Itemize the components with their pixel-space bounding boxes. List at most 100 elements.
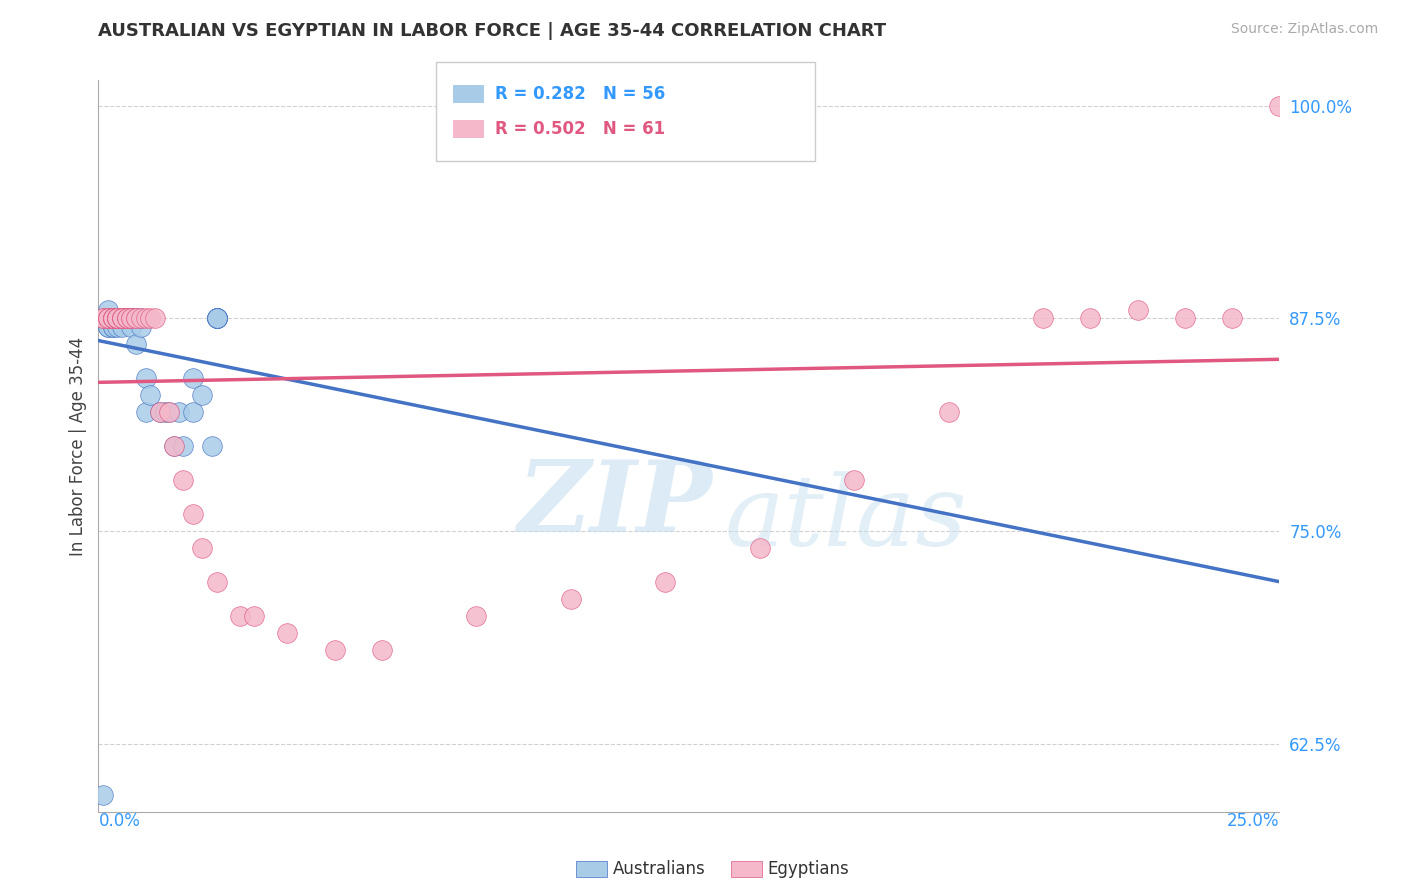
Point bbox=[115, 311, 138, 326]
Y-axis label: In Labor Force | Age 35-44: In Labor Force | Age 35-44 bbox=[69, 336, 87, 556]
Point bbox=[111, 311, 134, 326]
Point bbox=[101, 311, 124, 326]
Point bbox=[97, 311, 120, 326]
Point bbox=[105, 311, 128, 326]
Point bbox=[135, 311, 157, 326]
Point bbox=[1032, 311, 1054, 326]
Point bbox=[105, 311, 128, 326]
Point bbox=[205, 311, 228, 326]
Point bbox=[1268, 99, 1291, 113]
Point bbox=[143, 311, 166, 326]
Point bbox=[129, 311, 152, 326]
Text: 0.0%: 0.0% bbox=[98, 812, 141, 830]
Point bbox=[105, 311, 128, 326]
Point bbox=[101, 311, 124, 326]
Point bbox=[105, 311, 128, 326]
Point bbox=[115, 311, 138, 326]
Point bbox=[125, 311, 148, 326]
Point bbox=[1080, 311, 1102, 326]
Point bbox=[105, 311, 128, 326]
Point bbox=[205, 311, 228, 326]
Point bbox=[97, 302, 120, 317]
Point bbox=[205, 311, 228, 326]
Point bbox=[139, 388, 162, 402]
Point bbox=[938, 405, 960, 419]
Text: Source: ZipAtlas.com: Source: ZipAtlas.com bbox=[1230, 22, 1378, 37]
Point bbox=[191, 388, 214, 402]
Point bbox=[115, 311, 138, 326]
Text: R = 0.502   N = 61: R = 0.502 N = 61 bbox=[495, 120, 665, 138]
Point bbox=[153, 405, 176, 419]
Point bbox=[101, 311, 124, 326]
Point bbox=[105, 311, 128, 326]
Point bbox=[111, 311, 134, 326]
Point bbox=[654, 575, 676, 590]
Point bbox=[135, 405, 157, 419]
Point bbox=[205, 311, 228, 326]
Point bbox=[125, 311, 148, 326]
Point bbox=[371, 643, 394, 657]
Point bbox=[101, 311, 124, 326]
Point bbox=[97, 311, 120, 326]
Point bbox=[181, 405, 204, 419]
Point bbox=[172, 439, 194, 453]
Point bbox=[105, 311, 128, 326]
Point bbox=[243, 609, 266, 624]
Point bbox=[205, 311, 228, 326]
Point bbox=[97, 311, 120, 326]
Point bbox=[97, 311, 120, 326]
Point bbox=[129, 311, 152, 326]
Point bbox=[121, 311, 143, 326]
Point bbox=[276, 626, 298, 640]
Text: R = 0.282   N = 56: R = 0.282 N = 56 bbox=[495, 85, 665, 103]
Point bbox=[105, 311, 128, 326]
Point bbox=[101, 320, 124, 334]
Point bbox=[111, 320, 134, 334]
Point bbox=[191, 541, 214, 555]
Point bbox=[91, 311, 114, 326]
Point bbox=[157, 405, 180, 419]
Point bbox=[157, 405, 180, 419]
Point bbox=[125, 337, 148, 351]
Point bbox=[115, 311, 138, 326]
Text: Australians: Australians bbox=[613, 860, 706, 878]
Point bbox=[121, 311, 143, 326]
Point bbox=[105, 311, 128, 326]
Point bbox=[105, 311, 128, 326]
Point bbox=[748, 541, 770, 555]
Point bbox=[1126, 302, 1149, 317]
Point bbox=[105, 311, 128, 326]
Point bbox=[111, 311, 134, 326]
Point bbox=[465, 609, 488, 624]
Point bbox=[101, 311, 124, 326]
Point bbox=[181, 371, 204, 385]
Point bbox=[115, 311, 138, 326]
Point bbox=[135, 371, 157, 385]
Point bbox=[844, 473, 866, 487]
Point bbox=[105, 311, 128, 326]
Point bbox=[111, 311, 134, 326]
Point bbox=[172, 473, 194, 487]
Point bbox=[105, 320, 128, 334]
Point bbox=[205, 575, 228, 590]
Point bbox=[1292, 99, 1315, 113]
Point bbox=[97, 320, 120, 334]
Point bbox=[139, 311, 162, 326]
Point bbox=[111, 311, 134, 326]
Point bbox=[101, 311, 124, 326]
Point bbox=[101, 320, 124, 334]
Point bbox=[105, 311, 128, 326]
Point bbox=[205, 311, 228, 326]
Point bbox=[111, 311, 134, 326]
Text: Egyptians: Egyptians bbox=[768, 860, 849, 878]
Point bbox=[101, 311, 124, 326]
Point bbox=[167, 405, 190, 419]
Point bbox=[121, 311, 143, 326]
Point bbox=[1174, 311, 1197, 326]
Point bbox=[560, 592, 582, 607]
Point bbox=[111, 311, 134, 326]
Point bbox=[111, 311, 134, 326]
Point bbox=[105, 311, 128, 326]
Point bbox=[101, 311, 124, 326]
Point bbox=[323, 643, 346, 657]
